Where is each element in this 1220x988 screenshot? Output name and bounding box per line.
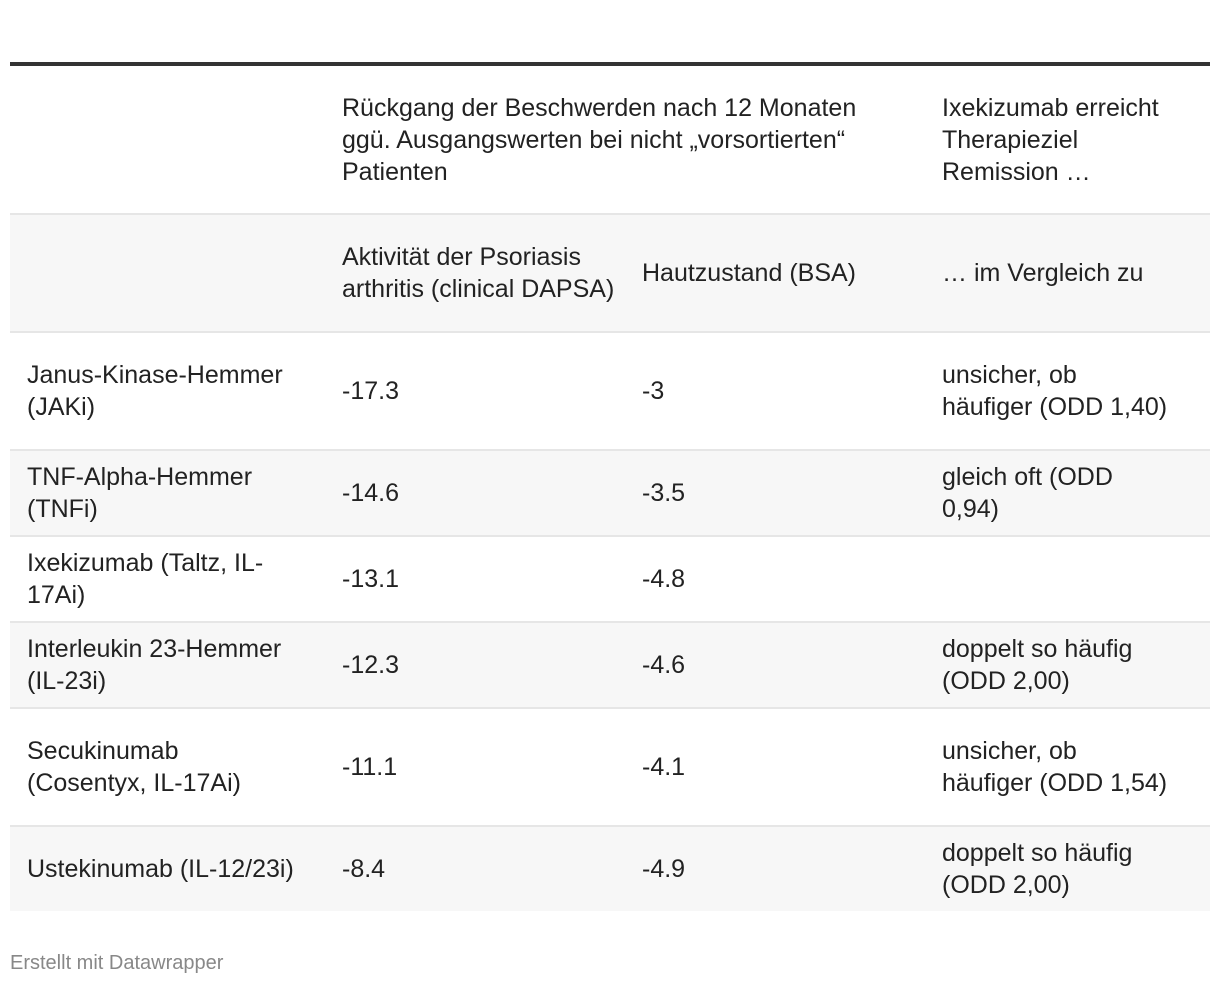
column-header-bsa: Hautzustand (BSA) <box>642 214 942 333</box>
column-header-dapsa: Aktivität der Psoriasis arthritis (clini… <box>342 214 642 333</box>
row-comparison: doppelt so häufig (ODD 2,00) <box>942 826 1210 911</box>
row-bsa: -4.1 <box>642 708 942 827</box>
row-bsa: -3 <box>642 332 942 451</box>
column-header-row: Aktivität der Psoriasis arthritis (clini… <box>10 214 1210 333</box>
header-group-reduction: Rückgang der Beschwerden nach 12 Monaten… <box>342 64 942 215</box>
header-group-remission: Ixekizumab erreicht Therapieziel Remissi… <box>942 64 1210 215</box>
table-row: Janus-Kinase-Hemmer (JAKi) -17.3 -3 unsiche… <box>10 332 1210 451</box>
row-comparison <box>942 536 1210 623</box>
column-header-comparison: … im Vergleich zu <box>942 214 1210 333</box>
footer-credit: Erstellt mit Datawrapper <box>10 952 224 974</box>
column-header-drug <box>10 214 342 333</box>
row-dapsa: -8.4 <box>342 826 642 911</box>
row-dapsa: -11.1 <box>342 708 642 827</box>
row-comparison: unsicher, ob häufiger (ODD 1,40) <box>942 332 1210 451</box>
row-bsa: -4.6 <box>642 622 942 709</box>
row-comparison: doppelt so häufig (ODD 2,00) <box>942 622 1210 709</box>
row-comparison: gleich oft (ODD 0,94) <box>942 450 1210 537</box>
row-drug: TNF-Alpha-Hemmer (TNFi) <box>10 450 342 537</box>
row-dapsa: -13.1 <box>342 536 642 623</box>
table-row: Secukinumab (Cosentyx, IL-17Ai) -11.1 -4.1… <box>10 708 1210 827</box>
data-table: Rückgang der Beschwerden nach 12 Monaten… <box>10 62 1210 911</box>
row-drug: Ixekizumab (Taltz, IL-17Ai) <box>10 536 342 623</box>
row-dapsa: -14.6 <box>342 450 642 537</box>
row-bsa: -4.8 <box>642 536 942 623</box>
row-comparison: unsicher, ob häufiger (ODD 1,54) <box>942 708 1210 827</box>
row-drug: Ustekinumab (IL-12/23i) <box>10 826 342 911</box>
row-bsa: -4.9 <box>642 826 942 911</box>
table-row: Interleukin 23-Hemmer (IL-23i) -12.3 -4.6 d… <box>10 622 1210 709</box>
table-row: TNF-Alpha-Hemmer (TNFi) -14.6 -3.5 gleich o… <box>10 450 1210 537</box>
header-group-row: Rückgang der Beschwerden nach 12 Monaten… <box>10 64 1210 215</box>
row-drug: Secukinumab (Cosentyx, IL-17Ai) <box>10 708 342 827</box>
row-drug: Interleukin 23-Hemmer (IL-23i) <box>10 622 342 709</box>
data-table-container: Rückgang der Beschwerden nach 12 Monaten… <box>10 62 1210 911</box>
row-dapsa: -17.3 <box>342 332 642 451</box>
row-drug: Janus-Kinase-Hemmer (JAKi) <box>10 332 342 451</box>
row-dapsa: -12.3 <box>342 622 642 709</box>
row-bsa: -3.5 <box>642 450 942 537</box>
table-row: Ustekinumab (IL-12/23i) -8.4 -4.9 doppelt s… <box>10 826 1210 911</box>
header-group-empty <box>10 64 342 215</box>
table-row: Ixekizumab (Taltz, IL-17Ai) -13.1 -4.8 <box>10 536 1210 623</box>
